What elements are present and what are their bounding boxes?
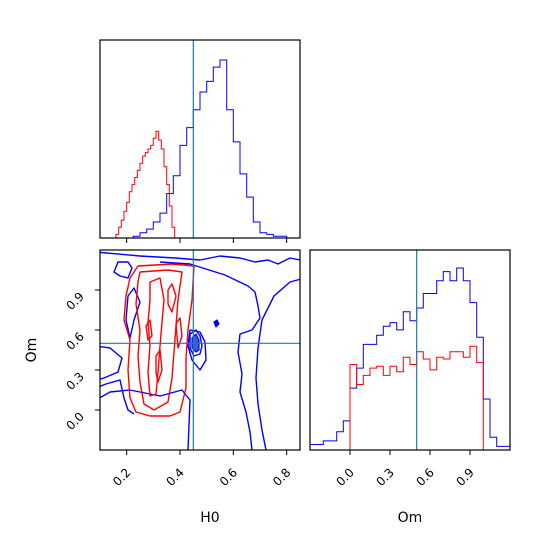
h0-histogram-blue	[100, 59, 300, 239]
contour-x-tick-label: 0.8	[270, 465, 293, 488]
y-axis-label-om: Om	[24, 338, 40, 363]
blue-contour-upper-left	[113, 261, 133, 279]
h0-histogram-frame	[99, 39, 301, 239]
om-histogram-frame	[309, 249, 511, 451]
red-contour-island-2	[155, 349, 163, 383]
red-contour-island-1	[167, 283, 177, 313]
red-contour-island-3	[175, 317, 183, 349]
contour-x-tick-label: 0.4	[163, 465, 186, 488]
red-contour-island-4	[145, 319, 153, 341]
blue-contour-right	[255, 278, 300, 450]
blue-contour-dot	[213, 319, 220, 328]
blue-contour-outer	[100, 251, 300, 450]
contour-y-tick-label: 0.9	[63, 289, 86, 312]
om-x-ticks: 0.0 0.3 0.6 0.9	[333, 450, 477, 489]
red-contour-mid	[135, 269, 183, 411]
h0-histogram-panel	[99, 39, 301, 243]
h0-om-contour-panel: 0.2 0.4 0.6 0.8 0.0 0.3 0.6 0.9 H0 Om	[24, 249, 301, 526]
h0-histogram-ticks	[126, 238, 288, 243]
contour-frame	[99, 249, 301, 451]
contour-x-ticks: 0.2 0.4 0.6 0.8	[110, 450, 294, 489]
blue-contour-wide	[159, 261, 261, 450]
om-histogram-panel: 0.0 0.3 0.6 0.9 Om	[309, 249, 511, 526]
om-x-tick-label: 0.0	[333, 465, 356, 488]
om-x-tick-label: 0.9	[453, 465, 476, 488]
contour-y-tick-label: 0.6	[63, 329, 86, 352]
om-x-tick-label: 0.3	[373, 465, 396, 488]
x-axis-label-om: Om	[398, 510, 423, 526]
om-x-tick-label: 0.6	[413, 465, 436, 488]
contour-y-tick-label: 0.3	[63, 369, 86, 392]
x-axis-label-h0: H0	[200, 510, 219, 526]
blue-contour-lower-right	[187, 329, 207, 371]
contour-y-tick-label: 0.0	[63, 409, 86, 432]
blue-contour-left	[100, 345, 135, 415]
contour-x-tick-label: 0.6	[217, 465, 240, 488]
blue-contour-inner-left	[125, 287, 141, 339]
contour-y-ticks: 0.0 0.3 0.6 0.9	[63, 289, 100, 433]
contour-x-tick-label: 0.2	[110, 465, 133, 488]
red-contour-outer	[123, 263, 195, 417]
h0-histogram-red	[115, 130, 176, 238]
